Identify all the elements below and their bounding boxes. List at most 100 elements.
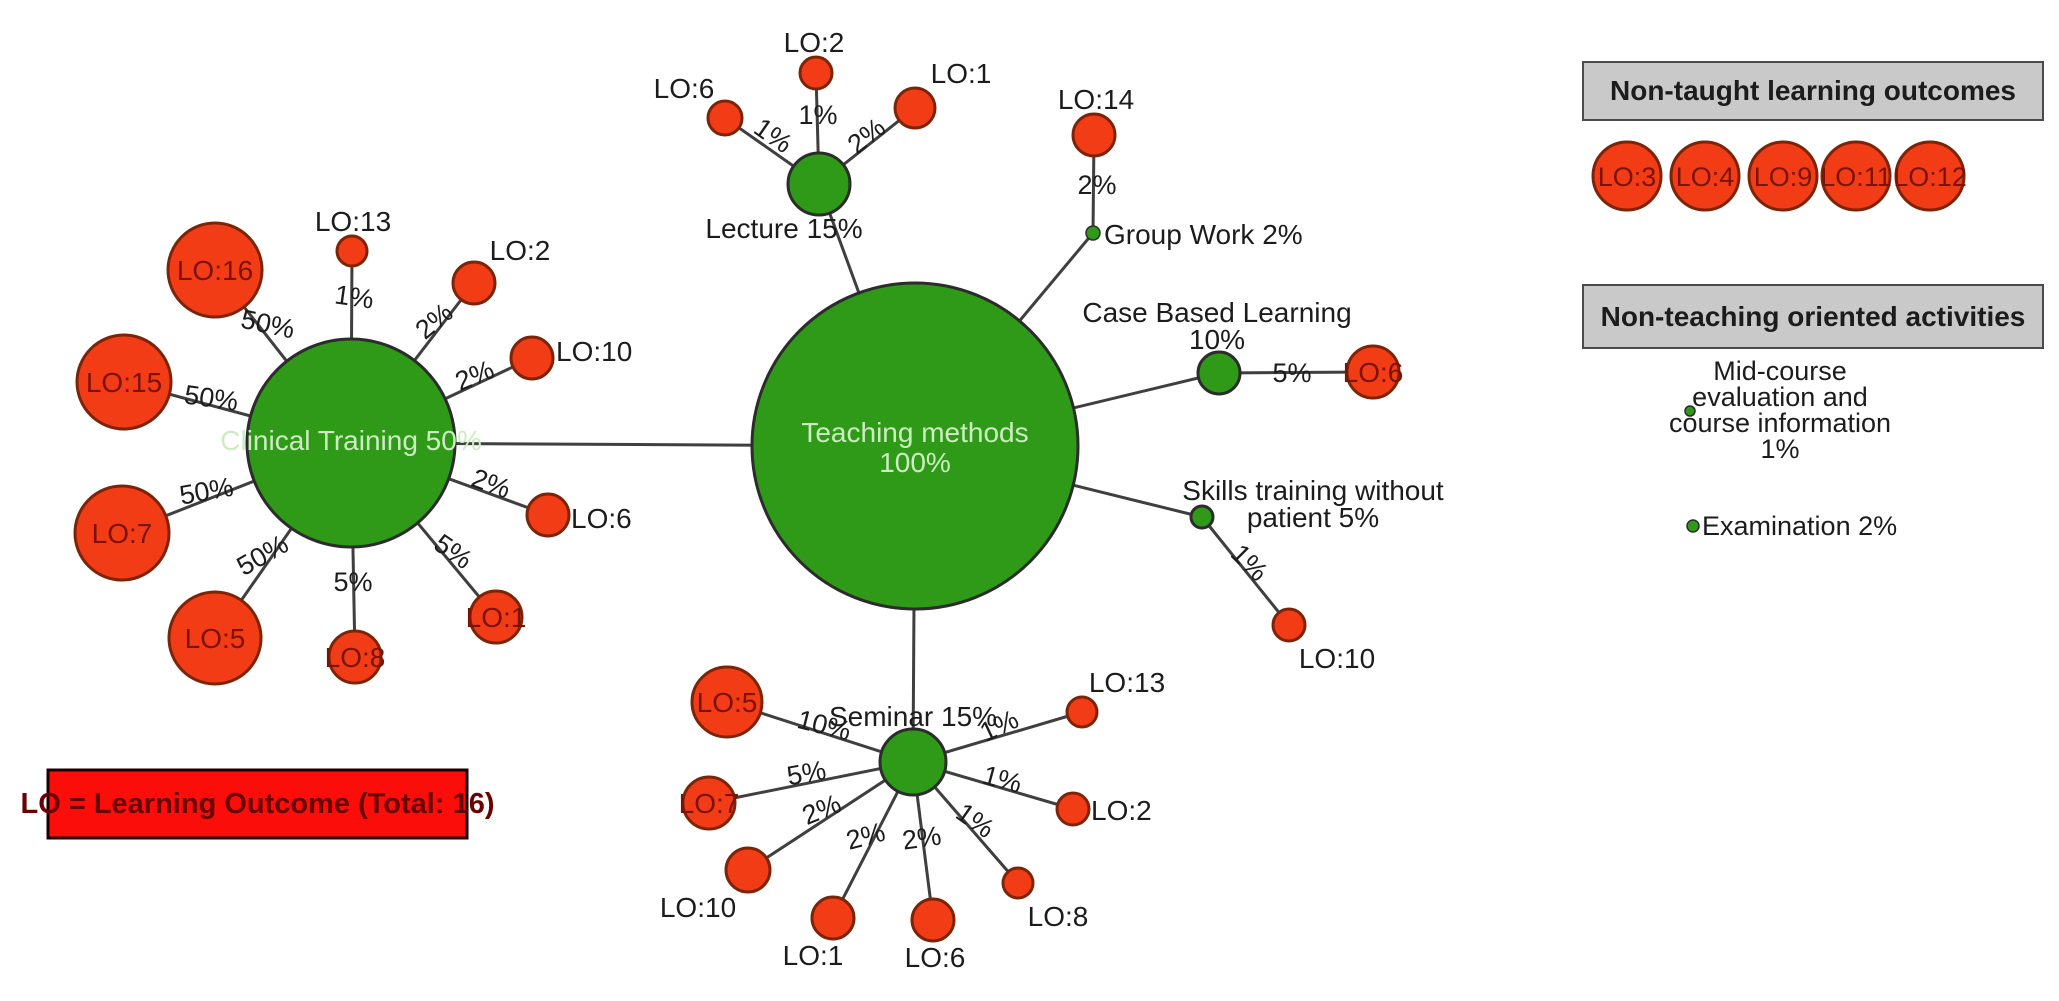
node-cl-lo5 xyxy=(167,590,263,686)
label-lo16: LO:16 xyxy=(177,255,253,286)
label-sem-lo13: LO:13 xyxy=(1089,667,1165,698)
node-teaching xyxy=(750,281,1080,611)
node-lec-lo2 xyxy=(798,55,834,91)
label-groupwork: Group Work 2% xyxy=(1104,219,1303,250)
label-cl-lo1: LO:1 xyxy=(466,602,527,633)
edge-label-clinical-cl-lo2: 2% xyxy=(410,297,459,345)
edge-label-clinical-lo7: 50% xyxy=(177,472,235,511)
node-skills xyxy=(1189,504,1215,530)
label-cbl: 10% xyxy=(1189,324,1245,355)
label-skills: Skills training without xyxy=(1182,475,1444,506)
label-cl-lo5: LO:5 xyxy=(185,623,246,654)
label-sem-lo2: LO:2 xyxy=(1091,795,1152,826)
label-cbl: Case Based Learning xyxy=(1082,297,1351,328)
edge-label-seminar-sem-lo10: 2% xyxy=(798,788,845,830)
node-cl-lo8 xyxy=(327,629,383,685)
label-lecture: Lecture 15% xyxy=(705,213,862,244)
label-midcourse-dot: evaluation and xyxy=(1692,382,1868,412)
edge-label-cbl-cbl-lo6: 5% xyxy=(1272,358,1311,388)
node-sem-lo1 xyxy=(810,895,856,941)
edge-label-clinical-cl-lo8: 5% xyxy=(333,567,372,597)
label-seminar: Seminar 15% xyxy=(829,701,997,732)
node-seminar xyxy=(878,727,948,797)
node-groupwork xyxy=(1085,225,1101,241)
edge-label-lecture-lec-lo1: 2% xyxy=(842,112,891,160)
node-lo15 xyxy=(75,333,173,431)
label-sem-lo8: LO:8 xyxy=(1028,901,1089,932)
label-sem-lo1: LO:1 xyxy=(783,940,844,971)
label-leg-lo4: LO:4 xyxy=(1676,162,1735,192)
node-leg-lo3 xyxy=(1591,140,1663,212)
edge-label-clinical-cl-lo13: 1% xyxy=(333,280,376,315)
edge-label-seminar-sem-lo8: 1% xyxy=(951,797,1000,844)
node-sk-lo10 xyxy=(1271,607,1307,643)
label-cbl-lo6: LO:6 xyxy=(1343,357,1404,388)
label-cl-lo13: LO:13 xyxy=(315,206,391,237)
label-sem-lo6: LO:6 xyxy=(905,942,966,973)
node-sem-lo8 xyxy=(1001,866,1035,900)
edge-label-seminar-sem-lo1: 2% xyxy=(843,817,888,856)
node-lo14 xyxy=(1071,112,1117,158)
node-lo16 xyxy=(166,221,264,319)
label-lec-lo1: LO:1 xyxy=(931,58,992,89)
node-leg-lo4 xyxy=(1669,140,1741,212)
lo-key-box xyxy=(46,768,469,840)
edge-label-clinical-lo16: 50% xyxy=(238,304,297,345)
node-sem-lo7 xyxy=(681,775,737,831)
node-exam-dot xyxy=(1686,519,1700,533)
node-clinical xyxy=(245,337,457,549)
edge-label-seminar-sem-lo2: 1% xyxy=(980,760,1025,799)
node-sem-lo5 xyxy=(690,665,764,739)
legend-non-teaching-box-label: Non-teaching oriented activities xyxy=(1601,301,2026,332)
node-cl-lo2 xyxy=(451,260,497,306)
node-sem-lo10 xyxy=(724,846,772,894)
node-leg-lo12 xyxy=(1894,140,1966,212)
label-sem-lo10: LO:10 xyxy=(660,892,736,923)
edge-skills-sk-lo10 xyxy=(1200,516,1291,626)
label-teaching: 100% xyxy=(879,447,951,478)
label-midcourse-dot: Mid-course xyxy=(1713,356,1847,386)
label-leg-lo12: LO:12 xyxy=(1893,162,1967,192)
node-cbl-lo6 xyxy=(1345,344,1401,400)
edge-label-clinical-lo15: 50% xyxy=(182,379,240,416)
edge-label-lecture-lec-lo2: 1% xyxy=(798,100,837,130)
edge-label-skills-sk-lo10: 1% xyxy=(1225,538,1274,587)
label-sk-lo10: LO:10 xyxy=(1299,643,1375,674)
edge-label-clinical-cl-lo6r: 2% xyxy=(468,463,515,505)
label-exam-dot: Examination 2% xyxy=(1702,511,1897,541)
legend-non-taught-box-label: Non-taught learning outcomes xyxy=(1610,75,2016,106)
label-cl-lo2: LO:2 xyxy=(490,235,551,266)
label-lo15: LO:15 xyxy=(86,367,162,398)
node-sem-lo2 xyxy=(1055,791,1091,827)
edge-label-groupwork-lo14: 2% xyxy=(1077,170,1116,200)
edge-seminar-sem-lo7 xyxy=(708,760,914,805)
node-lec-lo6 xyxy=(706,99,744,137)
node-lecture xyxy=(786,151,852,217)
edge-label-clinical-cl-lo10: 2% xyxy=(451,354,498,396)
label-clinical: Clinical Training 50% xyxy=(220,425,481,456)
node-cl-lo6r xyxy=(525,492,571,538)
label-sem-lo7: LO:7 xyxy=(679,788,740,819)
label-lec-lo6: LO:6 xyxy=(654,73,715,104)
node-leg-lo9 xyxy=(1747,140,1819,212)
lo-key-box-label: LO = Learning Outcome (Total: 16) xyxy=(21,788,495,820)
label-leg-lo3: LO:3 xyxy=(1598,162,1657,192)
node-lo7 xyxy=(73,484,171,582)
node-cbl xyxy=(1196,350,1242,396)
node-cl-lo13 xyxy=(335,234,369,268)
label-cl-lo8: LO:8 xyxy=(325,642,386,673)
label-midcourse-dot: course information xyxy=(1669,408,1891,438)
label-sem-lo5: LO:5 xyxy=(697,687,758,718)
edge-label-clinical-cl-lo1: 5% xyxy=(429,528,478,575)
edge-label-lecture-lec-lo6: 1% xyxy=(749,112,798,159)
node-leg-lo11 xyxy=(1820,140,1892,212)
label-lo14: LO:14 xyxy=(1058,84,1134,115)
node-cl-lo1 xyxy=(468,589,524,645)
node-sem-lo6 xyxy=(910,897,956,943)
label-skills: patient 5% xyxy=(1247,502,1379,533)
legend-non-teaching-box xyxy=(1582,284,2044,349)
legend-non-taught-box xyxy=(1582,61,2044,121)
node-cl-lo10 xyxy=(509,335,555,381)
